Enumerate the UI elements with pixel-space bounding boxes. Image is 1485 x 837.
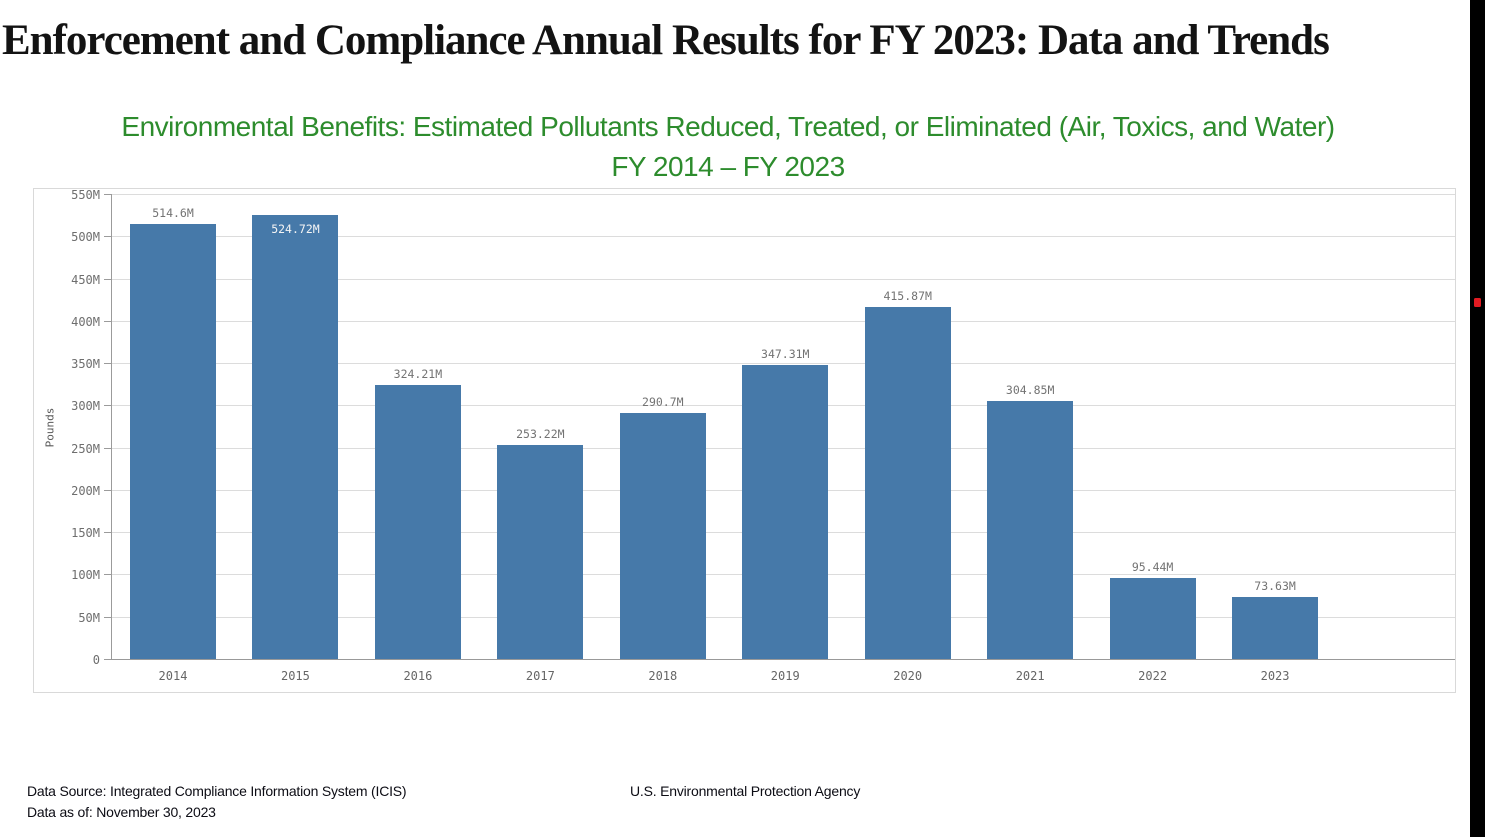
y-axis-tick-label: 450M [71,272,100,287]
y-axis-tick-label: 500M [71,230,100,245]
y-axis-line [111,194,112,659]
bar-2023[interactable] [1232,596,1319,659]
y-axis-tick [104,320,111,322]
bar-value-label: 524.72M [271,222,320,237]
y-axis-tick-label: 250M [71,441,100,456]
y-axis-tick [104,363,111,365]
y-axis-tick-label: 150M [71,526,100,541]
bar-value-label: 95.44M [1131,560,1174,575]
x-axis-tick-label: 2022 [1138,669,1168,683]
bar-value-label: 304.85M [1005,383,1055,398]
bar-2017[interactable] [497,444,584,659]
data-source-text: Data Source: Integrated Compliance Infor… [27,783,407,799]
x-axis-tick-label: 2017 [525,669,555,683]
x-axis-tick-label: 2020 [893,669,923,683]
bar-2020[interactable] [864,307,951,659]
x-axis-tick-label: 2021 [1015,669,1045,683]
bar-value-label: 73.63M [1254,578,1296,593]
x-axis-tick-label: 2016 [403,669,433,683]
bar-value-label: 253.22M [516,426,565,441]
bar-value-label: 290.7M [642,395,684,410]
y-axis-tick [104,405,111,407]
edge-scrollbar-track[interactable] [1470,0,1485,837]
y-axis-tick-label: 550M [71,188,100,202]
y-axis-tick [104,194,111,195]
y-axis-tick [104,447,111,449]
bar-value-label: 347.31M [761,347,810,362]
data-as-of-text: Data as of: November 30, 2023 [27,803,216,820]
x-axis-tick-label: 2019 [770,669,800,683]
y-axis-tick [104,278,111,280]
bar-value-label: 514.6M [152,205,194,220]
x-axis-tick-label: 2014 [158,669,188,683]
y-axis-tick [104,236,111,238]
gridline [111,236,1455,238]
y-axis-tick [104,616,111,618]
chart-title: Environmental Benefits: Estimated Pollut… [0,107,1456,187]
bar-2018[interactable] [619,413,706,659]
y-axis-tick [104,532,111,534]
page-title: Enforcement and Compliance Annual Result… [2,17,1330,64]
bar-2022[interactable] [1109,578,1196,659]
bar-chart-panel: Pounds 0 50M 100M 150M 200M 250M 300M 350M 400M 4… [33,188,1456,693]
x-axis-tick-label: 2015 [280,669,310,683]
chart-title-line1: Environmental Benefits: Estimated Pollut… [121,111,1335,142]
y-axis-tick-label: 0 [92,653,100,667]
chart-title-line2: FY 2014 – FY 2023 [611,151,845,182]
y-axis-tick [104,659,111,660]
y-axis-tick-label: 300M [71,399,100,414]
bar-2015[interactable] [252,215,339,659]
bar-value-label: 324.21M [393,366,443,381]
gridline [111,194,1455,195]
bar-2021[interactable] [987,401,1074,659]
y-axis-tick [104,574,111,576]
gridline [111,363,1455,365]
bar-2016[interactable] [374,384,461,659]
scroll-position-marker[interactable] [1474,298,1481,307]
x-axis-tick-label: 2018 [648,669,678,683]
agency-text: U.S. Environmental Protection Agency [630,783,861,799]
gridline [111,320,1455,322]
y-axis-tick-label: 350M [71,357,100,372]
y-axis-tick-label: 400M [71,314,100,329]
bar-2019[interactable] [742,365,829,659]
bar-2014[interactable] [130,223,216,659]
gridline [111,278,1455,280]
x-axis-tick-label: 2023 [1260,669,1290,683]
y-axis-tick [104,489,111,491]
y-axis-tick-label: 50M [78,610,100,625]
footer-source-block: Data Source: Integrated Compliance Infor… [27,781,407,822]
x-axis-baseline [111,659,1455,660]
y-axis-tick-label: 200M [71,483,100,498]
y-axis-tick-label: 100M [71,568,100,583]
bar-value-label: 415.87M [883,289,932,304]
